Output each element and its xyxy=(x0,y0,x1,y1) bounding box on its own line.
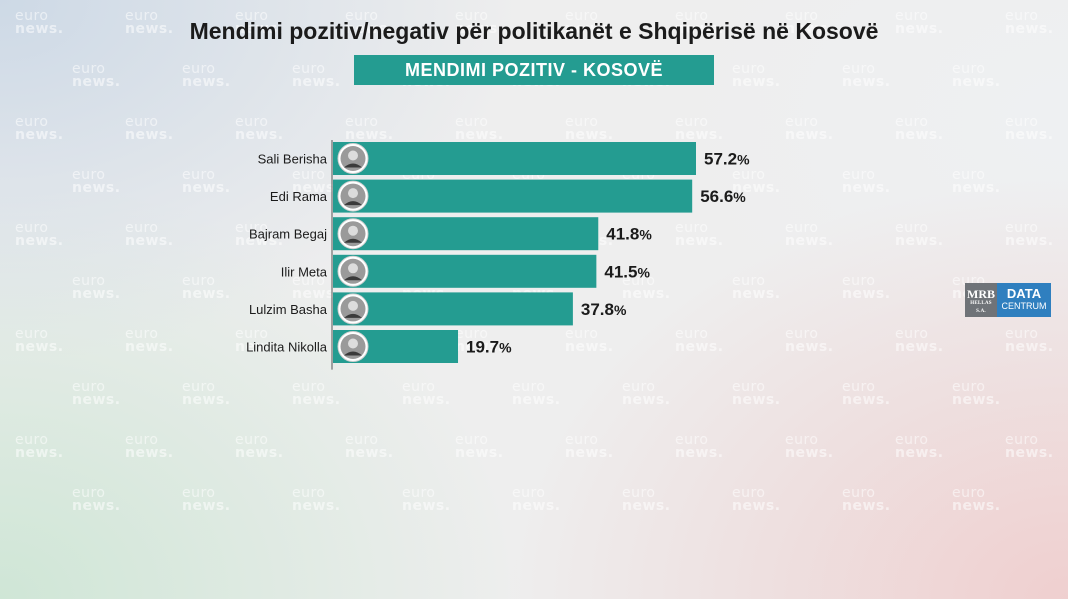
category-label: Ilir Meta xyxy=(281,264,328,279)
politician-photo-icon xyxy=(337,255,369,287)
politician-photo-icon xyxy=(337,143,369,174)
politician-photo-icon xyxy=(337,293,369,325)
value-label: 19.7% xyxy=(466,338,512,357)
bar xyxy=(333,217,599,251)
mrb-data-centrum-logo: MRB HELLAS S.A. DATA CENTRUM xyxy=(965,283,1051,317)
subtitle-banner: MENDIMI POZITIV - KOSOVË xyxy=(354,55,714,85)
value-label: 41.8% xyxy=(606,225,652,244)
category-label: Bajram Begaj xyxy=(249,227,327,242)
bar xyxy=(333,292,573,326)
data-centrum-logo: DATA CENTRUM xyxy=(997,283,1051,317)
page-title: Mendimi pozitiv/negativ për politikanët … xyxy=(189,18,879,44)
politician-photo-icon xyxy=(337,218,369,250)
mrb-logo: MRB HELLAS S.A. xyxy=(965,283,997,317)
value-label: 57.2% xyxy=(704,150,750,169)
politician-photo-icon xyxy=(337,180,369,212)
category-label: Lulzim Basha xyxy=(249,302,328,317)
bar xyxy=(333,254,597,288)
politician-photo-icon xyxy=(337,331,369,362)
bar xyxy=(333,142,696,175)
bar xyxy=(333,179,693,213)
category-label: Sali Berisha xyxy=(258,152,328,167)
value-label: 37.8% xyxy=(581,300,627,319)
value-label: 41.5% xyxy=(604,262,650,281)
category-label: Lindita Nikolla xyxy=(246,340,328,355)
category-label: Edi Rama xyxy=(270,189,328,204)
value-label: 56.6% xyxy=(700,187,746,206)
